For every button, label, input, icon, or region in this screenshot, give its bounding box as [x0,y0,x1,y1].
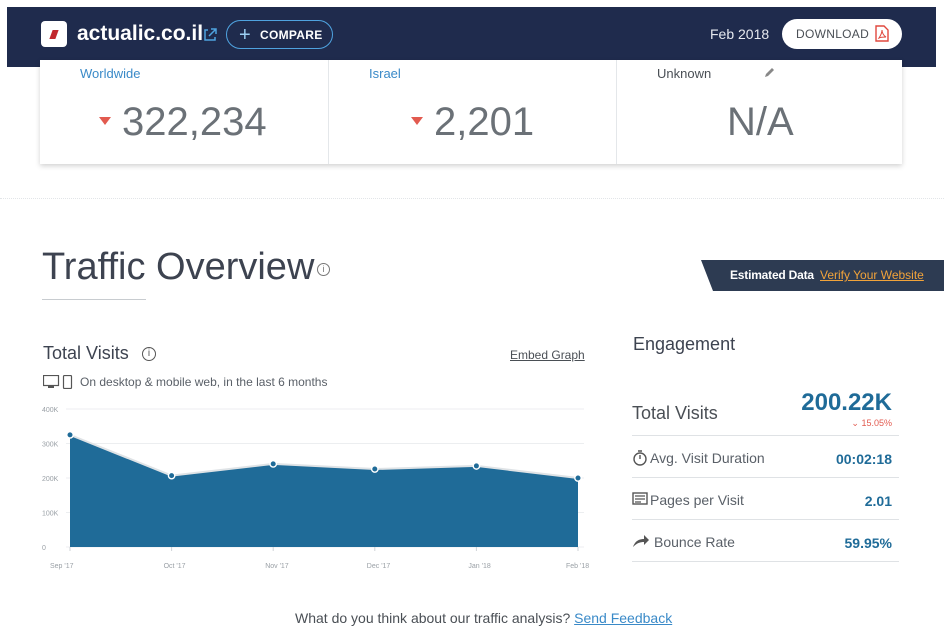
y-tick-label: 0 [42,545,46,552]
title-underline [42,299,146,300]
data-point [574,474,582,482]
category-rank: Unknown N/A [616,60,902,164]
worldwide-rank: Worldwide 322,234 [40,60,328,164]
pages-per-visit-value: 2.01 [864,493,892,509]
pencil-icon[interactable] [763,66,776,79]
total-visits-area-chart: 0 100K 200K 300K 400K Sep '17 Oct '17 Nov '17 De… [42,407,589,570]
engagement-total-visits-label: Total Visits [632,403,718,423]
date-selector[interactable]: Feb 2018 [710,26,770,42]
feedback-line: What do you think about our traffic anal… [295,610,672,626]
top-header-bar [7,7,936,67]
y-tick-label: 300K [42,442,59,449]
data-point [269,459,278,468]
y-tick-label: 200K [42,476,59,483]
estimated-data-badge [701,260,944,291]
country-rank: Israel 2,201 [328,60,616,164]
stopwatch-icon [633,450,647,466]
change-value: 15.05% [861,418,892,428]
y-tick-label: 400K [42,407,59,414]
bounce-rate-value: 59.95% [844,535,892,551]
info-icon[interactable]: i [317,263,330,276]
x-tick-label: Oct '17 [164,563,186,570]
info-icon[interactable]: i [142,347,156,361]
total-visits-chart-title: Total Visits [43,343,129,363]
site-name[interactable]: actualic.co.il [77,22,204,45]
visits-line [69,433,579,479]
embed-graph-link[interactable]: Embed Graph [510,348,585,362]
y-tick-label: 100K [42,511,59,518]
data-point [370,465,379,473]
x-tick-label: Feb '18 [566,563,589,570]
row-divider [632,519,899,520]
data-point [472,462,481,470]
total-visits-change: ⌄ 15.05% [851,418,892,428]
traffic-overview-title: Traffic Overview [42,246,315,288]
row-divider [632,561,899,562]
estimated-data-label: Estimated Data [730,268,814,282]
download-label: DOWNLOAD [796,27,870,41]
engagement-total-visits-value: 200.22K [801,389,892,416]
compare-button[interactable]: + COMPARE [226,20,333,49]
down-arrow-icon [411,117,423,125]
site-favicon [41,21,67,47]
x-tick-label: Sep '17 [50,563,74,570]
bounce-arrow-icon [633,535,649,547]
engagement-title: Engagement [633,334,736,354]
pages-per-visit-label: Pages per Visit [650,492,744,508]
data-point [66,430,74,439]
visits-area [70,434,578,547]
category-label: Unknown [657,66,712,81]
avg-visit-duration-value: 00:02:18 [835,451,892,467]
send-feedback-link[interactable]: Send Feedback [574,610,673,626]
worldwide-label[interactable]: Worldwide [80,66,141,81]
pages-icon [632,492,648,505]
worldwide-rank-value: 322,234 [122,100,267,144]
bounce-rate-label: Bounce Rate [654,534,735,550]
row-divider [632,435,899,436]
country-rank-value: 2,201 [434,100,535,144]
category-rank-value: N/A [727,100,794,144]
plus-icon: + [239,23,251,46]
avg-visit-duration-label: Avg. Visit Duration [650,450,765,466]
section-divider [0,198,944,199]
chart-subtitle: On desktop & mobile web, in the last 6 m… [80,375,328,389]
verify-website-link[interactable]: Verify Your Website [820,268,924,282]
rank-card: Worldwide 322,234 Israel 2,201 Unknown N… [40,60,902,164]
x-tick-label: Jan '18 [468,563,490,570]
row-divider [632,477,899,478]
data-point [167,471,176,480]
external-link-icon[interactable] [203,28,217,42]
pdf-icon [875,25,889,42]
download-button[interactable]: DOWNLOAD [782,19,902,49]
desktop-mobile-icon [43,375,73,389]
x-tick-label: Nov '17 [265,563,289,570]
country-label[interactable]: Israel [369,66,401,81]
x-tick-label: Dec '17 [367,563,391,570]
down-arrow-icon [99,117,111,125]
compare-label: COMPARE [259,27,323,42]
feedback-question: What do you think about our traffic anal… [295,610,571,626]
